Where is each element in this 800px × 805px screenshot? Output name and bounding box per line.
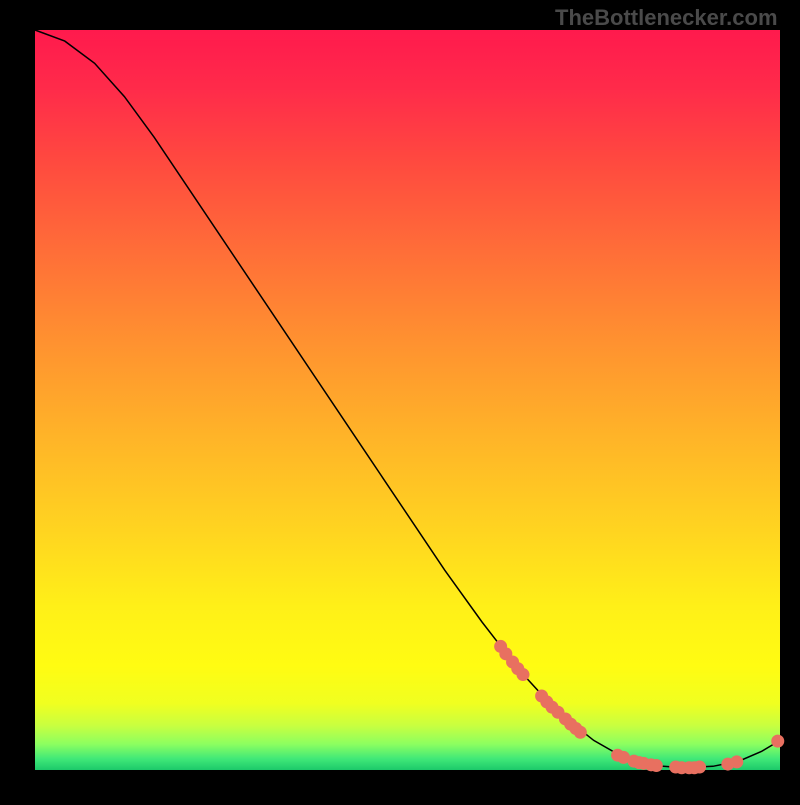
watermark-text: TheBottlenecker.com	[555, 5, 778, 31]
data-marker	[771, 735, 784, 748]
data-marker	[730, 755, 743, 768]
data-marker	[650, 759, 663, 772]
data-marker	[516, 668, 529, 681]
bottleneck-chart	[0, 0, 800, 800]
chart-svg	[0, 0, 800, 800]
plot-background	[35, 30, 780, 770]
data-marker	[574, 726, 587, 739]
data-marker	[693, 761, 706, 774]
